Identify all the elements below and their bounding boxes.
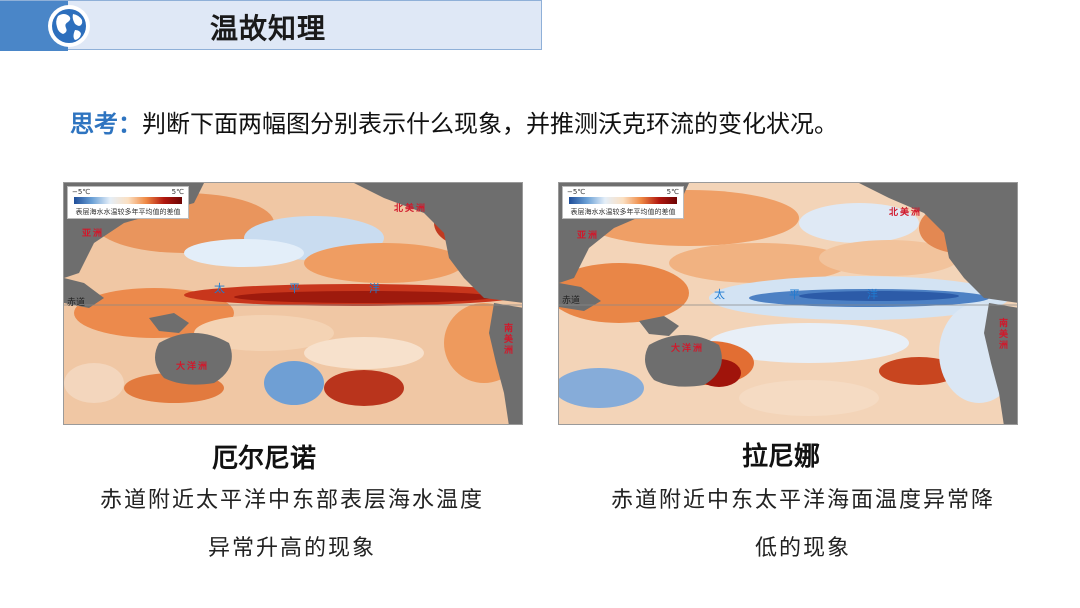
label-asia: 亚洲 bbox=[577, 231, 600, 241]
legend-min: −5℃ bbox=[567, 188, 586, 196]
question-label: 思考： bbox=[70, 110, 142, 138]
question-text: 思考：判断下面两幅图分别表示什么现象，并推测沃克环流的变化状况。 bbox=[70, 104, 838, 139]
page-title: 温故知理 bbox=[210, 12, 327, 45]
la-nina-title: 拉尼娜 bbox=[742, 442, 821, 472]
la-nina-desc-line-1: 赤道附近中东太平洋海面温度异常降 bbox=[610, 488, 995, 513]
legend-color-bar bbox=[74, 197, 182, 204]
temperature-legend: −5℃ 5℃ 表层海水水温较多年平均值的差值 bbox=[562, 186, 684, 219]
legend-min: −5℃ bbox=[72, 188, 91, 196]
header-banner: 温故知理 bbox=[0, 0, 542, 51]
legend-caption: 表层海水水温较多年平均值的差值 bbox=[75, 208, 181, 216]
label-pacific-1: 太 bbox=[714, 288, 727, 301]
temperature-legend: −5℃ 5℃ 表层海水水温较多年平均值的差值 bbox=[67, 186, 189, 219]
label-north-america: 北美洲 bbox=[889, 208, 923, 218]
label-pacific-2: 平 bbox=[789, 288, 802, 301]
legend-max: 5℃ bbox=[171, 188, 184, 196]
el-nino-desc-line-2: 异常升高的现象 bbox=[207, 536, 376, 561]
el-nino-desc-line-1: 赤道附近太平洋中东部表层海水温度 bbox=[99, 488, 484, 513]
label-north-america: 北美洲 bbox=[394, 204, 428, 214]
label-pacific-2: 平 bbox=[289, 282, 302, 295]
label-equator: 赤道 bbox=[562, 296, 581, 306]
legend-color-bar bbox=[569, 197, 677, 204]
label-oceania: 大洋洲 bbox=[176, 362, 210, 372]
legend-caption: 表层海水水温较多年平均值的差值 bbox=[570, 208, 676, 216]
label-south-america: 南美洲 bbox=[502, 323, 512, 356]
label-asia: 亚洲 bbox=[82, 229, 105, 239]
label-pacific-3: 洋 bbox=[369, 282, 382, 295]
legend-max: 5℃ bbox=[666, 188, 679, 196]
label-pacific-3: 洋 bbox=[867, 288, 880, 301]
label-south-america: 南美洲 bbox=[997, 318, 1007, 351]
el-nino-description: 赤道附近太平洋中东部表层海水温度 异常升高的现象 bbox=[62, 477, 522, 573]
la-nina-description: 赤道附近中东太平洋海面温度异常降 低的现象 bbox=[568, 477, 1038, 573]
el-nino-title: 厄尔尼诺 bbox=[212, 444, 317, 474]
la-nina-desc-line-2: 低的现象 bbox=[754, 536, 851, 561]
el-nino-map: −5℃ 5℃ 表层海水水温较多年平均值的差值 亚洲 北美洲 南美洲 大洋洲 太 … bbox=[63, 182, 523, 425]
la-nina-map: −5℃ 5℃ 表层海水水温较多年平均值的差值 亚洲 北美洲 南美洲 大洋洲 太 … bbox=[558, 182, 1018, 425]
globe-icon bbox=[48, 5, 90, 47]
sst-anomaly-map bbox=[64, 183, 522, 424]
label-pacific-1: 太 bbox=[214, 282, 227, 295]
question-body: 判断下面两幅图分别表示什么现象，并推测沃克环流的变化状况。 bbox=[142, 110, 838, 138]
label-equator: 赤道 bbox=[67, 298, 86, 308]
sst-anomaly-map bbox=[559, 183, 1017, 424]
label-oceania: 大洋洲 bbox=[671, 344, 705, 354]
